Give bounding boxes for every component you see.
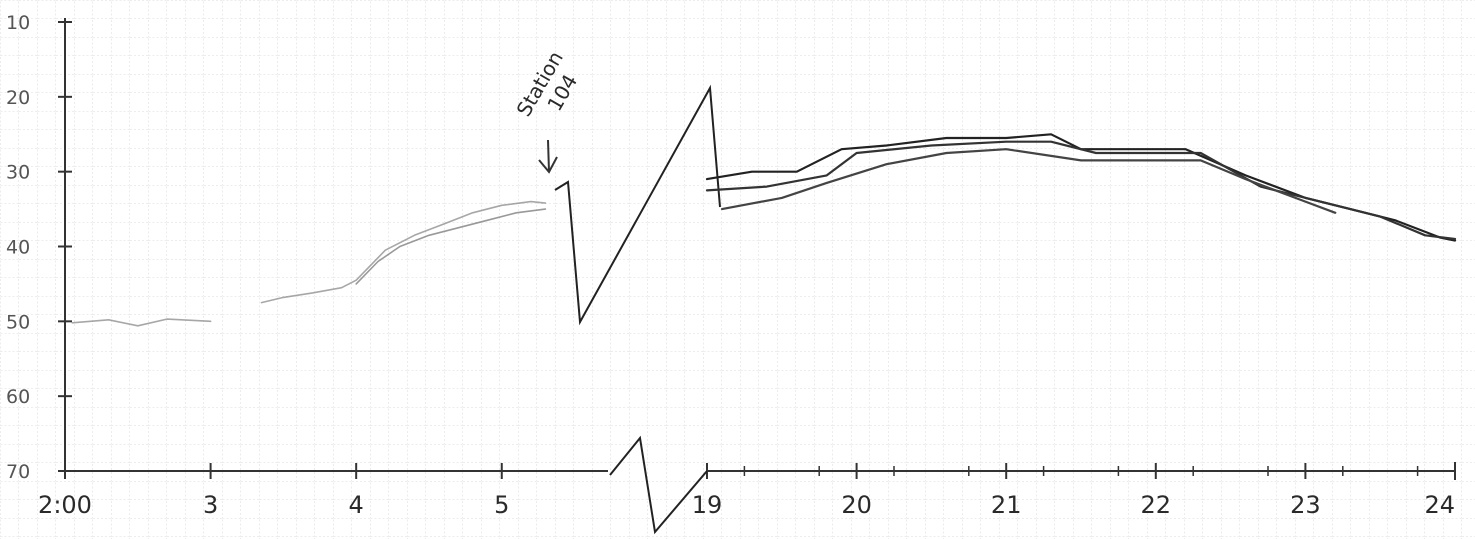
series-line: [705, 140, 1457, 241]
series-break-zigzag: [554, 84, 721, 326]
series-group: [71, 133, 1457, 327]
x-tick-label: 20: [841, 491, 872, 519]
y-tick-label: 50: [6, 311, 30, 333]
y-tick-label: 70: [6, 461, 30, 483]
series-line: [720, 148, 1337, 214]
x-tick-label: 3: [203, 491, 218, 519]
x-axis-ticks: 2:00 3 4 5 19 20 21 22 23 24: [38, 463, 1456, 519]
y-tick-label: 60: [6, 386, 30, 408]
series-line: [71, 318, 212, 327]
y-tick-label: 20: [6, 87, 30, 109]
series-line: [260, 200, 547, 304]
x-tick-label: 5: [494, 491, 509, 519]
series-line: [355, 208, 547, 285]
x-tick-label: 4: [349, 491, 364, 519]
axis-break-zigzag: [609, 435, 708, 535]
y-tick-label: 40: [6, 237, 30, 259]
x-tick-label: 24: [1424, 491, 1455, 519]
x-tick-label: 21: [991, 491, 1022, 519]
x-tick-label: 2:00: [38, 491, 92, 519]
y-tick-label: 30: [6, 162, 30, 184]
annotation-arrow: [538, 139, 558, 174]
y-tick-label: 10: [6, 12, 30, 34]
x-tick-label: 22: [1141, 491, 1172, 519]
x-tick-label: 23: [1290, 491, 1321, 519]
x-tick-label: 19: [692, 491, 723, 519]
